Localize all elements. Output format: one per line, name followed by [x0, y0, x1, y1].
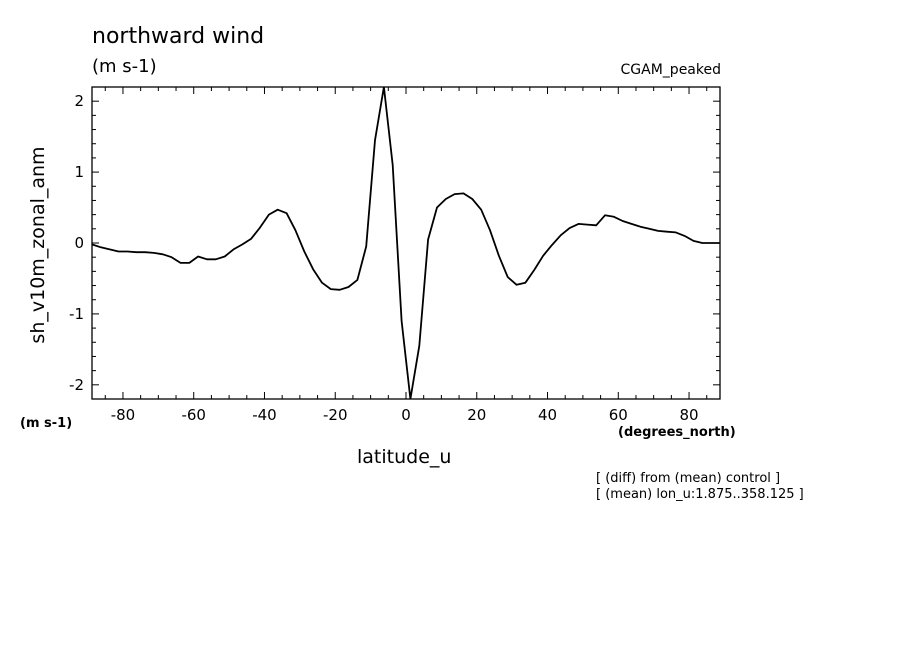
y-tick-label: 2: [74, 92, 84, 110]
x-tick-label: 60: [609, 406, 628, 424]
x-tick-label: 0: [401, 406, 411, 424]
x-tick-label: -80: [111, 406, 136, 424]
series-line: [92, 87, 720, 399]
x-tick-label: 40: [538, 406, 557, 424]
y-tick-label: 0: [74, 234, 84, 252]
x-tick-label: 20: [467, 406, 486, 424]
y-tick-label: -1: [69, 305, 84, 323]
x-tick-label: 80: [679, 406, 698, 424]
x-tick-label: -40: [252, 406, 277, 424]
x-tick-label: -60: [181, 406, 206, 424]
x-tick-label: -20: [323, 406, 348, 424]
y-tick-label: 1: [74, 163, 84, 181]
y-tick-label: -2: [69, 376, 84, 394]
